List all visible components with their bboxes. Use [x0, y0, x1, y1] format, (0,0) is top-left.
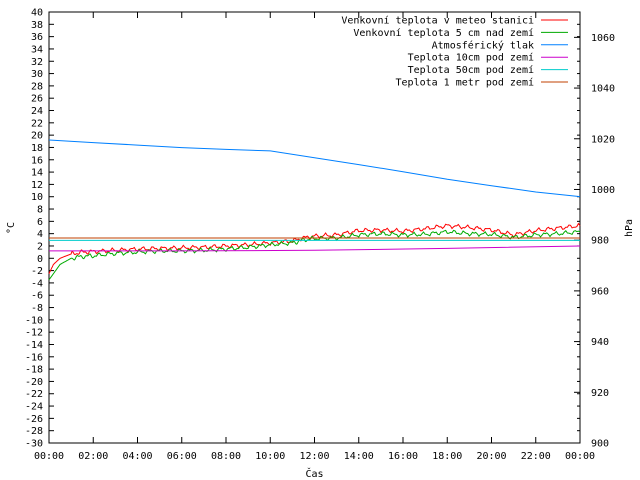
y2-axis-label: hPa: [624, 219, 635, 237]
legend-label: Teplota 50cm pod zemí: [408, 64, 534, 76]
axis-ticks: -30-28-26-24-22-20-18-16-14-12-10-8-6-4-…: [25, 8, 615, 463]
y-tick-label: 4: [37, 229, 43, 240]
y2-tick-label: 980: [591, 236, 609, 247]
y-tick-label: -28: [25, 426, 43, 437]
legend-label: Venkovní teplota v meteo stanici: [341, 15, 534, 27]
y-tick-label: -30: [25, 439, 43, 450]
y-tick-label: 24: [31, 106, 43, 117]
y2-tick-label: 940: [591, 337, 609, 348]
y-tick-label: 40: [31, 8, 43, 19]
x-tick-label: 20:00: [476, 451, 506, 462]
legend-label: Teplota 10cm pod zemí: [408, 52, 534, 64]
x-tick-label: 08:00: [211, 451, 241, 462]
y-tick-label: 38: [31, 20, 43, 31]
legend-label: Venkovní teplota 5 cm nad zemí: [353, 27, 534, 39]
y-tick-label: -4: [31, 278, 43, 289]
y2-tick-label: 960: [591, 286, 609, 297]
y-tick-label: -6: [31, 291, 43, 302]
y2-tick-label: 1040: [591, 84, 615, 95]
y-tick-label: -16: [25, 352, 43, 363]
y-tick-label: 26: [31, 94, 43, 105]
y-tick-label: 28: [31, 81, 43, 92]
x-axis-label: Čas: [305, 467, 323, 480]
y-tick-label: -12: [25, 328, 43, 339]
y2-tick-label: 920: [591, 388, 609, 399]
legend-label: Atmosférický tlak: [432, 39, 534, 51]
y2-tick-label: 1060: [591, 33, 615, 44]
x-tick-label: 12:00: [299, 451, 329, 462]
y-tick-label: 14: [31, 168, 43, 179]
x-tick-label: 04:00: [122, 451, 152, 462]
y-tick-label: -10: [25, 315, 43, 326]
x-tick-label: 22:00: [521, 451, 551, 462]
y-tick-label: -24: [25, 402, 43, 413]
y-tick-label: 10: [31, 192, 43, 203]
legend-label: Teplota 1 metr pod zemí: [396, 77, 534, 89]
y-tick-label: -26: [25, 414, 43, 425]
x-tick-label: 00:00: [34, 451, 64, 462]
y-tick-label: 30: [31, 69, 43, 80]
y-axis-label: °C: [6, 222, 17, 234]
y-tick-label: 12: [31, 180, 43, 191]
y-tick-label: 8: [37, 205, 43, 216]
y-tick-label: 0: [37, 254, 43, 265]
series-line-2: [48, 229, 581, 281]
y-tick-label: 6: [37, 217, 43, 228]
x-tick-label: 14:00: [344, 451, 374, 462]
y-tick-label: 18: [31, 143, 43, 154]
y-tick-label: -22: [25, 389, 43, 400]
y-tick-label: 22: [31, 118, 43, 129]
series-line-1: [48, 222, 581, 274]
legend: Venkovní teplota v meteo staniciVenkovní…: [341, 15, 568, 89]
y-tick-label: 16: [31, 155, 43, 166]
x-tick-label: 10:00: [255, 451, 285, 462]
y2-tick-label: 1020: [591, 134, 615, 145]
y-tick-label: -14: [25, 340, 43, 351]
y-tick-label: 20: [31, 131, 43, 142]
y-tick-label: -8: [31, 303, 43, 314]
x-tick-label: 16:00: [388, 451, 418, 462]
series-line-3: [48, 139, 581, 198]
y-tick-label: 2: [37, 241, 43, 252]
y-tick-label: -20: [25, 377, 43, 388]
x-tick-label: 18:00: [432, 451, 462, 462]
y-tick-label: -18: [25, 365, 43, 376]
x-tick-label: 02:00: [78, 451, 108, 462]
x-tick-label: 06:00: [167, 451, 197, 462]
y-tick-label: -2: [31, 266, 43, 277]
y-tick-label: 32: [31, 57, 43, 68]
series-group: [48, 139, 581, 281]
y2-tick-label: 900: [591, 439, 609, 450]
x-tick-label: 00:00: [565, 451, 595, 462]
y2-tick-label: 1000: [591, 185, 615, 196]
y-tick-label: 36: [31, 32, 43, 43]
series-line-4: [49, 245, 581, 252]
y-tick-label: 34: [31, 44, 43, 55]
